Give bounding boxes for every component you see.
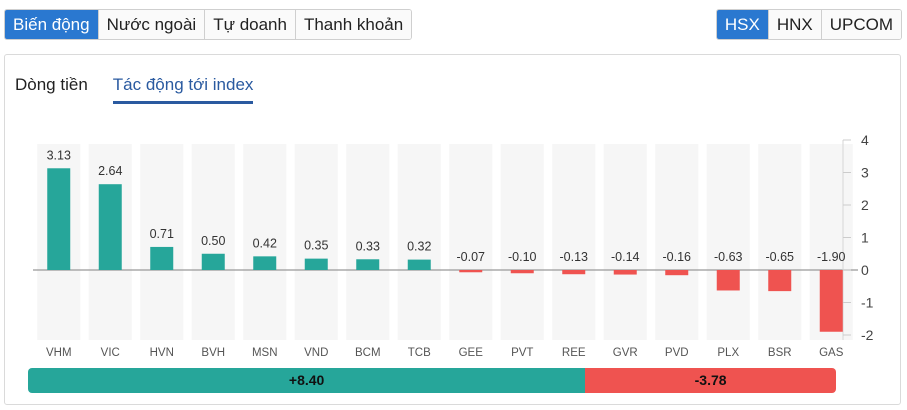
bar-pvd (665, 270, 689, 276)
tab-hsx[interactable]: HSX (716, 10, 769, 39)
category-label: VND (304, 347, 328, 359)
data-label: -0.13 (560, 250, 589, 264)
category-label: PLX (717, 347, 739, 359)
category-label: REE (562, 347, 586, 359)
data-label: 0.50 (201, 234, 225, 248)
column-background (552, 144, 596, 340)
category-label: MSN (252, 347, 278, 359)
y-tick-label: 0 (861, 262, 869, 278)
column-background (500, 144, 544, 340)
tab-tac-dong-toi-index[interactable]: Tác động tới index (112, 75, 254, 104)
bar-gvr (613, 270, 637, 275)
y-tick-label: -1 (861, 295, 874, 311)
bar-tcb (407, 259, 431, 270)
bar-vic (98, 184, 122, 270)
data-label: -1.90 (817, 250, 846, 264)
tab-hnx[interactable]: HNX (768, 10, 822, 39)
data-label: -0.07 (457, 250, 486, 264)
bar-plx (716, 270, 740, 291)
data-label: -0.65 (766, 250, 795, 264)
bar-vhm (47, 168, 71, 270)
column-background (140, 144, 184, 340)
bar-vnd (304, 258, 328, 270)
tab-thanh-khoan[interactable]: Thanh khoản (295, 10, 412, 39)
column-background (346, 144, 390, 340)
column-background (449, 144, 493, 340)
category-label: GAS (819, 347, 844, 359)
data-label: 0.32 (407, 240, 431, 254)
tab-upcom[interactable]: UPCOM (821, 10, 901, 39)
category-label: BSR (768, 347, 792, 359)
bar-pvt (510, 270, 534, 274)
tab-dong-tien[interactable]: Dòng tiền (15, 75, 88, 94)
data-label: 2.64 (98, 164, 122, 178)
category-label: GEE (459, 347, 484, 359)
category-label: VHM (46, 347, 72, 359)
column-background (397, 144, 441, 340)
category-label: BVH (201, 347, 225, 359)
category-label: HVN (150, 347, 174, 359)
tab-nuoc-ngoai[interactable]: Nước ngoài (98, 10, 206, 39)
column-background (191, 144, 235, 340)
data-label: 3.13 (47, 148, 71, 162)
tab-tu-doanh[interactable]: Tự doanh (205, 10, 296, 39)
tab-bien-dong[interactable]: Biến động (5, 10, 99, 39)
data-label: -0.63 (714, 250, 743, 264)
data-label: -0.14 (611, 250, 640, 264)
summary-negative: -3.78 (585, 368, 836, 393)
category-label: BCM (355, 347, 381, 359)
column-background (706, 144, 750, 340)
column-background (655, 144, 699, 340)
category-label: PVD (665, 347, 689, 359)
index-impact-chart: 4 3 2 1 0 -1 -2 3.13 VHM 2.64 VIC 0.71 HVN 0.50 BVH 0.4… (33, 132, 874, 359)
column-background (603, 144, 647, 340)
y-tick-label: 1 (861, 230, 869, 246)
category-label: VIC (101, 347, 120, 359)
column-background (294, 144, 338, 340)
view-tabs: Biến động Nước ngoài Tự doanh Thanh khoả… (4, 9, 413, 40)
bar-bcm (356, 259, 380, 270)
bar-gas (819, 270, 843, 332)
category-label: GVR (613, 347, 638, 359)
y-tick-label: -2 (861, 327, 874, 343)
data-label: 0.71 (150, 227, 174, 241)
data-label: 0.35 (304, 239, 328, 253)
column-background (243, 144, 287, 340)
bar-msn (253, 256, 277, 270)
data-label: 0.42 (253, 236, 277, 250)
bar-ree (562, 270, 586, 275)
data-label: -0.16 (663, 250, 692, 264)
summary-bar: +8.40 -3.78 (28, 368, 836, 393)
y-tick-label: 4 (861, 132, 869, 148)
summary-positive: +8.40 (28, 368, 586, 393)
sub-tabs: Dòng tiền Tác động tới index (15, 75, 254, 104)
data-label: -0.10 (508, 250, 537, 264)
bar-gee (459, 270, 483, 273)
bar-hvn (150, 246, 174, 270)
y-tick-label: 3 (861, 165, 869, 181)
y-tick-label: 2 (861, 197, 869, 213)
category-label: PVT (511, 347, 533, 359)
data-label: 0.33 (356, 239, 380, 253)
exchange-tabs: HSX HNX UPCOM (715, 9, 902, 40)
category-label: TCB (408, 347, 431, 359)
column-background (758, 144, 802, 340)
bar-bvh (201, 253, 225, 270)
bar-bsr (768, 270, 792, 292)
